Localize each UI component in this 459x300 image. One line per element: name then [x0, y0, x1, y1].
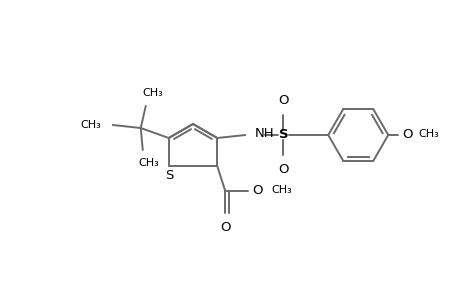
Text: CH₃: CH₃ — [417, 129, 438, 139]
Text: CH₃: CH₃ — [138, 158, 159, 168]
Text: S: S — [165, 169, 174, 182]
Text: O: O — [401, 128, 412, 140]
Text: CH₃: CH₃ — [142, 88, 163, 98]
Text: O: O — [277, 163, 288, 176]
Text: NH: NH — [255, 127, 274, 140]
Text: O: O — [219, 221, 230, 234]
Text: O: O — [277, 94, 288, 107]
Text: S: S — [279, 128, 288, 140]
Text: CH₃: CH₃ — [80, 120, 101, 130]
Text: O: O — [252, 184, 262, 196]
Text: CH₃: CH₃ — [271, 185, 291, 195]
